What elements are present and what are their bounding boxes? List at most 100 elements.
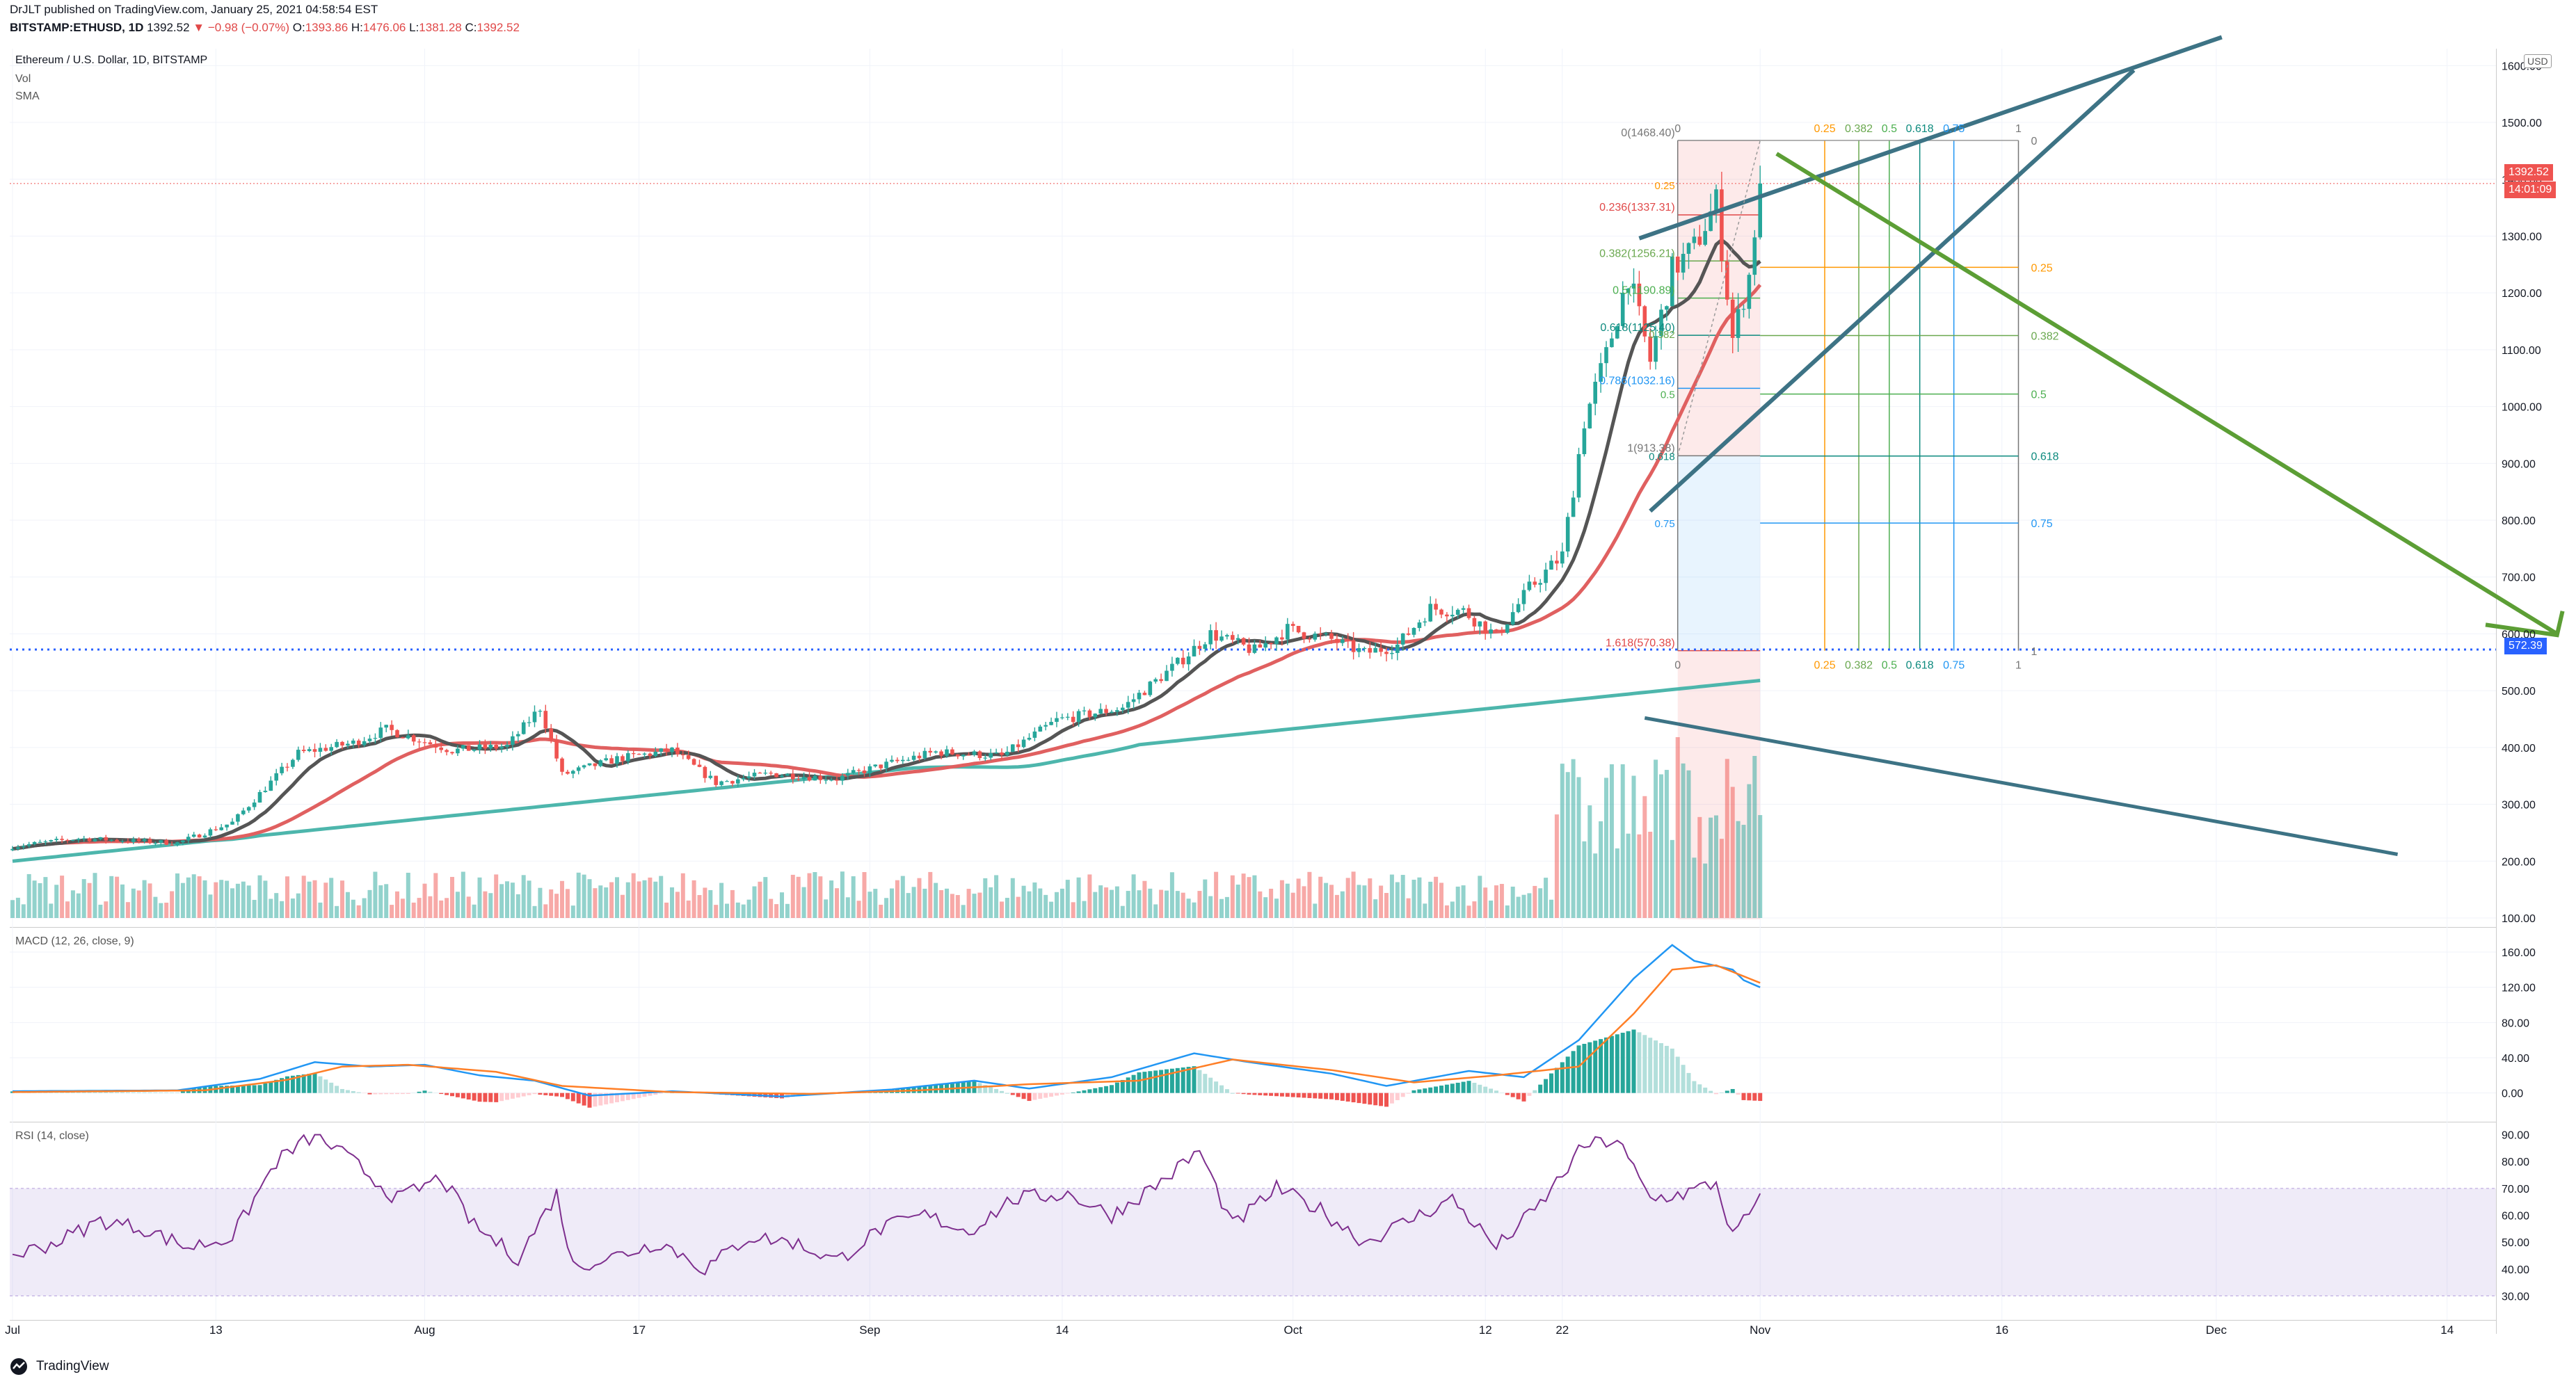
fibonacci-labels: 0(1468.40) 0.236(1337.31) 0.382(1256.21) 0.… — [1599, 123, 2058, 672]
fib-right-label: 0 — [2031, 136, 2038, 147]
macd-histogram-bar — [659, 1093, 664, 1094]
candle-body — [307, 749, 312, 752]
volume-bar — [109, 876, 114, 918]
macd-histogram-bar — [1219, 1085, 1224, 1093]
candle-body — [1620, 293, 1625, 326]
volume-bar — [697, 895, 702, 918]
volume-bar — [1389, 874, 1394, 918]
candle-body — [670, 748, 674, 752]
volume-bar — [1719, 839, 1724, 918]
candle-body — [1258, 644, 1263, 648]
candle-body — [499, 746, 504, 749]
macd-histogram-bar — [81, 1092, 86, 1093]
candle-body — [1697, 236, 1702, 245]
volume-bar — [900, 876, 905, 918]
candle-body — [477, 744, 482, 750]
candle-body — [1505, 624, 1510, 633]
volume-bar — [560, 880, 564, 918]
moving-averages — [10, 183, 2496, 863]
high-value: 1476.06 — [362, 21, 406, 34]
volume-bar — [1439, 883, 1443, 918]
macd-histogram-bar — [1478, 1084, 1482, 1093]
candle-body — [1000, 752, 1004, 755]
volume-bar — [1593, 853, 1598, 918]
volume-bar — [499, 884, 504, 918]
volume-bar — [214, 882, 218, 918]
volume-bar — [510, 883, 515, 918]
candle-body — [626, 753, 630, 762]
candle-body — [598, 760, 603, 766]
volume-bar — [780, 892, 784, 918]
candle-body — [549, 728, 553, 741]
candle-body — [911, 755, 916, 760]
macd-label[interactable]: MACD (12, 26, close, 9) — [15, 935, 134, 947]
candle-body — [456, 748, 460, 754]
candle-body — [989, 752, 993, 758]
candle-body — [1016, 744, 1021, 748]
currency-button[interactable]: USD — [2524, 54, 2552, 68]
macd-histogram-bar — [1587, 1042, 1592, 1093]
candle-body — [1555, 561, 1559, 564]
macd-histogram-bar — [1565, 1056, 1570, 1093]
fib-time-bottom-label: 1 — [2015, 660, 2022, 672]
vol-label[interactable]: Vol — [15, 73, 31, 85]
candle-body — [356, 740, 361, 746]
macd-histogram-bar — [1395, 1093, 1400, 1101]
candle-body — [93, 839, 97, 841]
candle-body — [1131, 699, 1136, 702]
volume-bar — [1126, 891, 1130, 918]
macd-histogram-bar — [1093, 1088, 1098, 1093]
candle-body — [269, 780, 273, 791]
macd-histogram-bar — [1362, 1093, 1367, 1104]
volume-bar — [406, 872, 410, 918]
volume-bar — [1032, 882, 1037, 918]
candle-body — [411, 735, 416, 742]
upper-trendline — [1638, 35, 2223, 241]
volume-bar — [373, 871, 378, 918]
tradingview-logo[interactable]: TradingView — [7, 1357, 109, 1376]
candle-body — [576, 767, 581, 771]
fib-level-label: 0.236(1337.31) — [1599, 202, 1675, 213]
x-tick-label: Nov — [1750, 1323, 1771, 1337]
macd-histogram-bar — [1214, 1081, 1219, 1093]
macd-histogram-bar — [1082, 1090, 1087, 1093]
candle-body — [1736, 309, 1741, 338]
candle-body — [181, 840, 185, 843]
candle-body — [340, 741, 344, 746]
candle-body — [401, 737, 405, 739]
candle-body — [1345, 639, 1350, 640]
volume-bar — [1472, 901, 1477, 918]
macd-histogram-bar — [1609, 1036, 1614, 1093]
macd-histogram-bar — [329, 1082, 334, 1093]
macd-histogram-bar — [180, 1091, 185, 1093]
volume-bar — [1285, 883, 1290, 918]
candle-body — [741, 777, 746, 780]
volume-bar — [1340, 891, 1345, 918]
candle-body — [686, 755, 691, 759]
macd-histogram-bar — [1307, 1093, 1312, 1098]
volume-bar — [1516, 896, 1521, 918]
volume-trendline — [1644, 716, 2399, 856]
macd-histogram-bar — [1620, 1033, 1625, 1093]
fib-time-top-label: 0.382 — [1845, 123, 1873, 135]
macd-histogram-bar — [1021, 1093, 1026, 1099]
countdown-badge: 14:01:09 — [2504, 182, 2557, 198]
volume-bar — [280, 901, 285, 918]
candle-body — [214, 829, 218, 830]
macd-histogram-bar — [323, 1079, 328, 1093]
candle-body — [621, 756, 625, 762]
volume-bar — [494, 874, 499, 918]
volume-bar — [312, 880, 317, 918]
volume-bar — [351, 899, 355, 918]
sma-label[interactable]: SMA — [15, 90, 40, 102]
macd-histogram-bar — [1560, 1062, 1565, 1093]
macd-histogram-bar — [1192, 1066, 1197, 1093]
candle-body — [862, 770, 867, 774]
candle-body — [1076, 711, 1081, 723]
trend-drawings[interactable] — [1638, 35, 2565, 856]
volume-bar — [1055, 892, 1059, 918]
fib-time-bottom-label: 0.618 — [1906, 660, 1934, 672]
rsi-label[interactable]: RSI (14, close) — [15, 1130, 89, 1142]
volume-bar — [1576, 777, 1581, 918]
